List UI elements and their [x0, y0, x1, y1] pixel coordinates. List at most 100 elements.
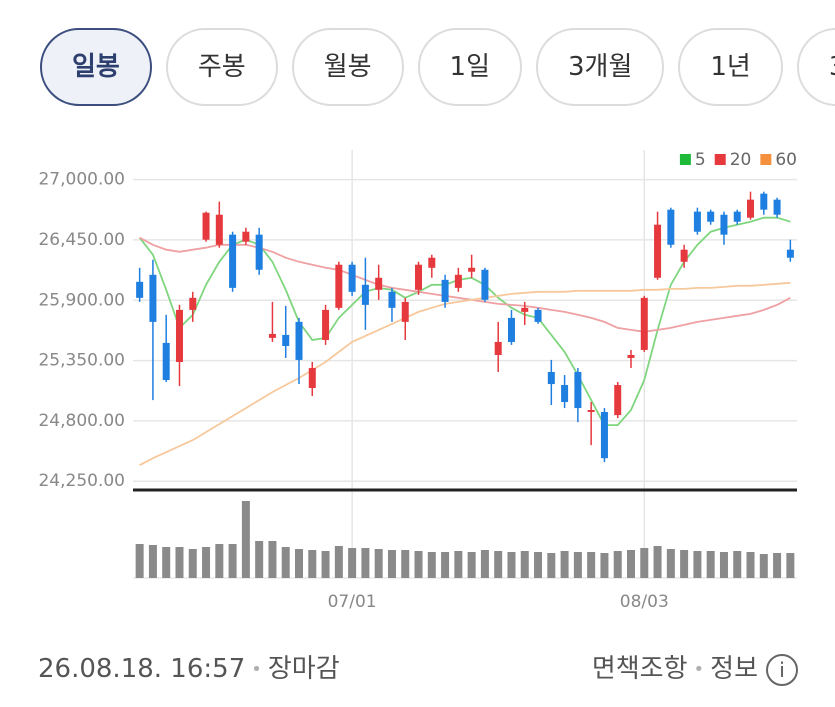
- candle-body: [654, 224, 662, 278]
- candle-body: [189, 297, 197, 310]
- candle-body: [415, 264, 423, 290]
- candle-body: [640, 297, 648, 350]
- volume-bar: [773, 553, 782, 578]
- candle-body: [468, 267, 476, 272]
- candle-body: [786, 249, 794, 258]
- volume-bar: [573, 552, 582, 578]
- candle-body: [149, 274, 157, 322]
- candle-body: [242, 231, 250, 242]
- volume-bar: [520, 551, 529, 578]
- volume-bar: [361, 548, 370, 578]
- candle-body: [680, 249, 688, 262]
- timestamp: 26.08.18. 16:57: [38, 654, 246, 684]
- volume-bar: [334, 546, 343, 578]
- volume-bar: [666, 549, 675, 578]
- candle-body: [760, 193, 768, 210]
- volume-bar: [640, 548, 649, 578]
- candle-body: [308, 368, 316, 388]
- volume-bar: [321, 551, 330, 578]
- candle-body: [521, 307, 529, 312]
- legend-label: 60: [775, 150, 797, 170]
- volume-bar: [308, 550, 317, 578]
- volume-bar: [746, 552, 755, 578]
- volume-bar: [281, 547, 290, 578]
- volume-bar: [534, 552, 543, 578]
- disclaimer-link[interactable]: 면책조항: [591, 654, 688, 684]
- legend-label: 5: [695, 150, 706, 170]
- candle-body: [255, 234, 263, 270]
- candle-body: [202, 212, 210, 240]
- volume-bar: [268, 541, 277, 578]
- volume-bar: [627, 550, 635, 578]
- candle-body: [401, 301, 409, 322]
- period-tab[interactable]: 3개월: [536, 28, 665, 106]
- period-tab[interactable]: 일봉: [40, 28, 152, 106]
- volume-bar: [348, 548, 357, 578]
- x-tick-label: 08/03: [620, 592, 669, 612]
- candle-body: [162, 342, 170, 380]
- candle-body: [175, 309, 183, 363]
- legend-label: 20: [730, 150, 752, 170]
- info-link[interactable]: 정보: [710, 654, 758, 684]
- period-tab[interactable]: 주봉: [165, 28, 278, 106]
- volume-bar: [759, 554, 768, 578]
- volume-bar: [600, 553, 609, 578]
- volume-bar: [202, 547, 211, 578]
- y-tick-label: 26,450.00: [38, 230, 125, 250]
- volume-bar: [680, 550, 689, 578]
- volume-bar: [706, 551, 715, 578]
- candle-body: [229, 234, 237, 288]
- candle-body: [547, 371, 555, 385]
- period-tab[interactable]: 3년: [796, 28, 835, 106]
- volume-bar: [241, 501, 250, 578]
- moving-average-line: [139, 236, 791, 333]
- volume-bar: [162, 547, 171, 578]
- volume-bar: [401, 550, 410, 578]
- y-tick-label: 25,900.00: [38, 290, 125, 310]
- candle-body: [388, 291, 396, 308]
- volume-bar: [228, 544, 237, 578]
- period-tab[interactable]: 월봉: [291, 28, 404, 106]
- candle-body: [507, 317, 515, 342]
- legend-swatch: [679, 154, 691, 165]
- candle-body: [136, 281, 144, 298]
- volume-bar: [188, 549, 197, 578]
- candle-body: [627, 354, 635, 358]
- footer-links: 면책조항 • 정보 i: [592, 648, 798, 686]
- candle-body: [481, 269, 489, 300]
- volume-bar: [560, 551, 569, 578]
- moving-average-line: [139, 281, 791, 466]
- y-tick-label: 27,000.00: [38, 170, 125, 190]
- volume-bar: [441, 552, 450, 578]
- candle-body: [348, 264, 356, 292]
- volume-bar: [719, 552, 728, 578]
- candle-body: [600, 412, 608, 459]
- market-status: 장마감: [267, 654, 340, 684]
- chart: 27,000.00 26,450.00 25,900.00 25,350.00 24,8…: [38, 150, 797, 612]
- volume-bar: [414, 551, 423, 578]
- separator: •: [693, 659, 705, 680]
- volume-bar: [215, 544, 224, 578]
- volume-bar: [613, 551, 622, 578]
- info-icon[interactable]: i: [766, 653, 798, 686]
- volume-bar: [733, 551, 742, 578]
- candle-body: [268, 333, 276, 338]
- volume-bar: [547, 553, 556, 578]
- volume-bar: [494, 551, 503, 578]
- candle-body: [733, 211, 741, 222]
- candle-body: [534, 309, 542, 322]
- candle-body: [574, 371, 582, 409]
- candle-body: [561, 385, 569, 403]
- candle-body: [215, 214, 223, 245]
- volume-bar: [255, 541, 264, 578]
- volume-bar: [467, 552, 476, 578]
- volume-bar: [135, 544, 144, 578]
- candle-body: [720, 214, 728, 235]
- x-tick-label: 07/01: [328, 592, 377, 612]
- candle-body: [693, 211, 701, 232]
- separator: •: [251, 659, 262, 680]
- period-tab[interactable]: 1년: [678, 28, 783, 106]
- period-tab[interactable]: 1일: [417, 28, 522, 106]
- candle-body: [707, 211, 715, 222]
